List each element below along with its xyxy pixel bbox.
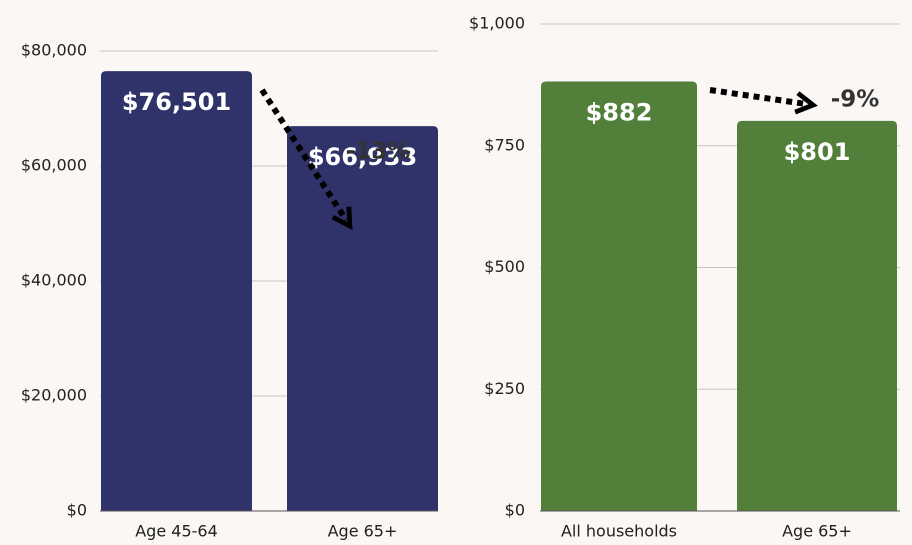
value-label: $882 [586, 98, 653, 126]
arrow [259, 88, 353, 231]
y-tick-label: $80,000 [21, 41, 87, 60]
x-tick-label: Age 65+ [328, 522, 398, 541]
y-tick-label: $500 [484, 257, 525, 276]
y-tick-label: $20,000 [21, 386, 87, 405]
value-label: $76,501 [122, 88, 231, 116]
y-tick-label: $1,000 [469, 14, 525, 33]
y-tick-label: $60,000 [21, 156, 87, 175]
y-tick-label: $750 [484, 135, 525, 154]
bar [287, 126, 438, 511]
arrow [709, 87, 818, 115]
bar [737, 120, 897, 512]
value-label: $66,933 [308, 143, 417, 171]
annotation: -9% [831, 87, 880, 113]
y-tick-label: $250 [484, 379, 525, 398]
x-tick-label: All households [561, 522, 677, 541]
value-label: $801 [784, 138, 851, 166]
bar [541, 81, 697, 511]
y-tick-label: $0 [67, 501, 87, 520]
bar [101, 71, 252, 511]
x-tick-label: Age 45-64 [135, 522, 218, 541]
y-tick-label: $40,000 [21, 271, 87, 290]
x-tick-label: Age 65+ [782, 522, 852, 541]
y-tick-label: $0 [505, 501, 525, 520]
annotation: -13% [346, 139, 411, 165]
